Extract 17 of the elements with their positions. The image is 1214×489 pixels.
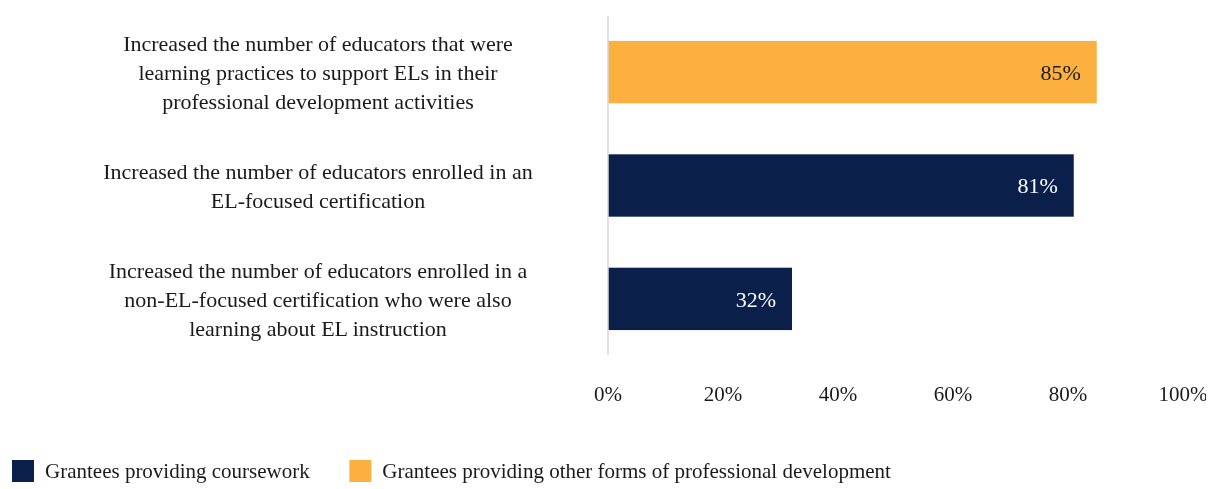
x-tick-label: 0% [594, 382, 622, 407]
data-label: 81% [1017, 173, 1058, 199]
x-tick-label: 60% [933, 382, 973, 407]
bar [608, 267, 792, 331]
x-tick-label: 100% [1158, 382, 1208, 407]
data-label: 32% [735, 286, 776, 312]
x-tick-label: 80% [1048, 382, 1088, 407]
x-tick-label: 20% [703, 382, 743, 407]
x-tick-label: 40% [818, 382, 858, 407]
bar [608, 40, 1097, 104]
legend-label: Grantees providing coursework [45, 459, 311, 484]
data-label: 85% [1040, 59, 1081, 85]
y-tick-label: Increased the number of educators enrolled in an EL-focused certification [103, 158, 533, 213]
y-tick-label: Increased the number of educators that were learning practices to support ELs in their professional development activities [123, 30, 513, 114]
legend-label: Grantees providing other forms of professional development [382, 459, 892, 484]
bar [608, 154, 1074, 217]
y-tick-label: Increased the number of educators enrolled in a non-EL-focused certification who were also learning about EL instruction [108, 257, 528, 341]
